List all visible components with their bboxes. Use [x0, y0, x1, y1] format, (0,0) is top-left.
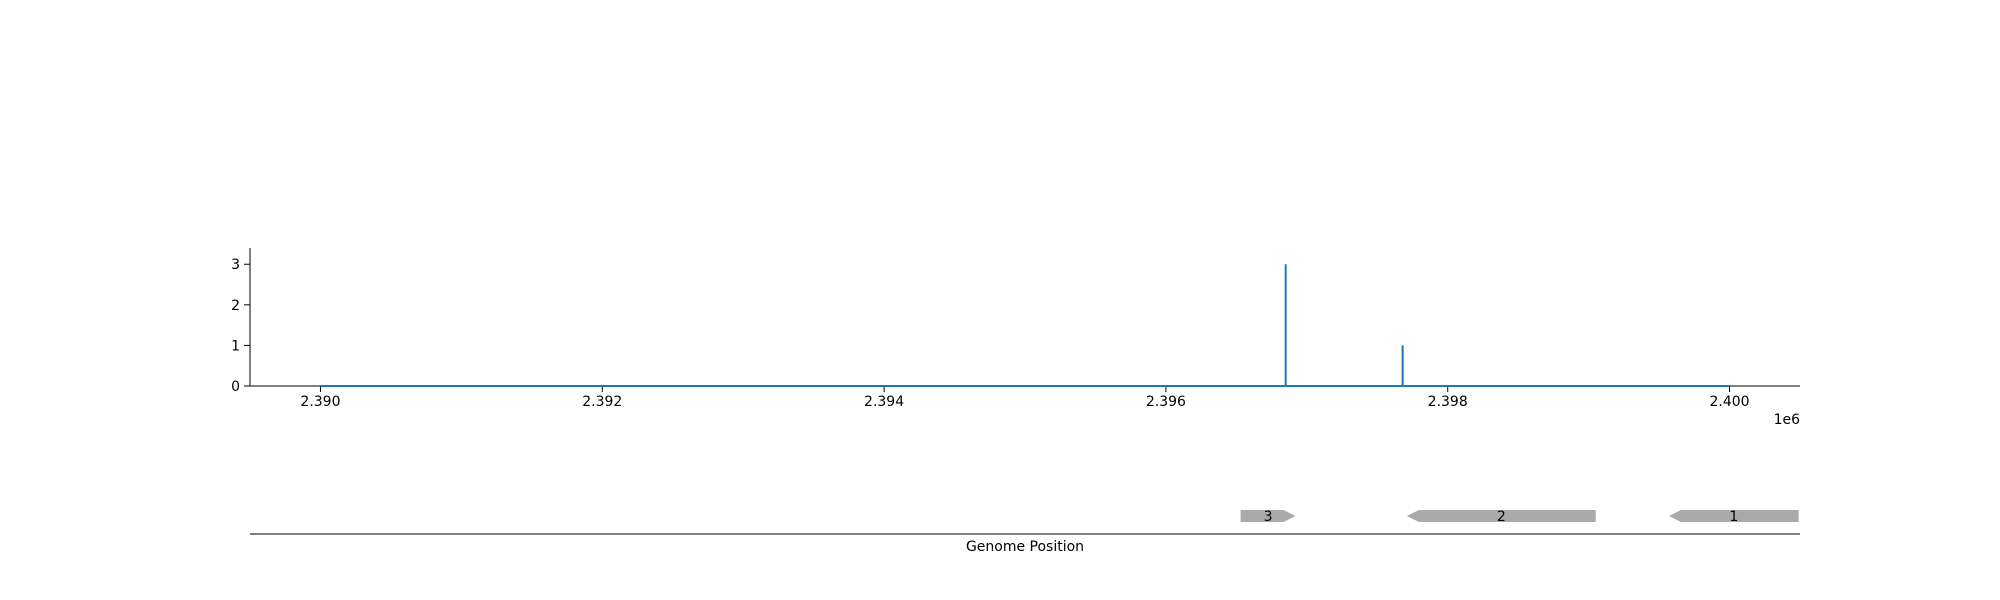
- x-tick-label: 2.392: [582, 394, 622, 410]
- gene-features: 3 2 1: [1240, 509, 1799, 525]
- gene-arrow-3: [1240, 510, 1296, 522]
- gene-label-1: 1: [1729, 509, 1738, 525]
- x-tick-label: 2.396: [1146, 394, 1186, 410]
- gene-arrow-1: [1669, 510, 1799, 522]
- y-axis-ticks: 0 1 2 3: [231, 257, 250, 395]
- x-tick-label: 2.390: [300, 394, 340, 410]
- coverage-series-line: [320, 264, 1730, 387]
- gene-arrow-2: [1406, 510, 1596, 522]
- x-tick-label: 2.394: [864, 394, 904, 410]
- gene-track-panel: 3 2 1 Genome Position: [250, 509, 1800, 555]
- x-axis-title: Genome Position: [966, 539, 1084, 555]
- x-axis-ticks: 2.390 2.392 2.394 2.396 2.398 2.400: [300, 386, 1750, 410]
- x-axis-offset-label: 1e6: [1774, 412, 1801, 428]
- coverage-panel: 0 1 2 3 2.390 2.392 2.394 2.396 2.398 2.400 1e6: [231, 248, 1800, 428]
- y-tick-label: 2: [231, 298, 240, 314]
- x-tick-label: 2.400: [1709, 394, 1749, 410]
- x-tick-label: 2.398: [1428, 394, 1468, 410]
- y-tick-label: 1: [231, 338, 240, 354]
- gene-label-2: 2: [1497, 509, 1506, 525]
- y-tick-label: 0: [231, 379, 240, 395]
- gene-label-3: 3: [1264, 509, 1273, 525]
- y-tick-label: 3: [231, 257, 240, 273]
